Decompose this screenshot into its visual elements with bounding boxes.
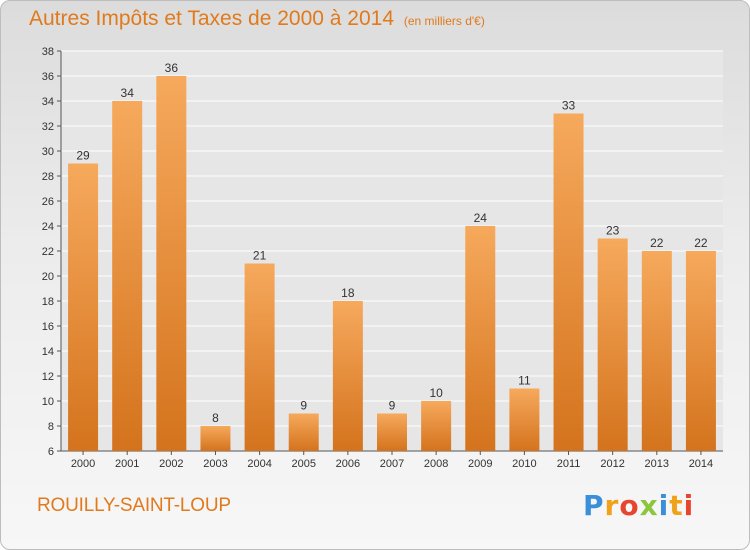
- y-tick-label: 12: [42, 371, 54, 383]
- x-tick-label: 2014: [689, 458, 713, 470]
- x-tick-label: 2009: [468, 458, 492, 470]
- x-tick-label: 2013: [645, 458, 669, 470]
- data-label: 9: [300, 399, 307, 413]
- x-tick-label: 2008: [424, 458, 448, 470]
- x-tick-label: 2004: [247, 458, 271, 470]
- x-tick-label: 2011: [557, 458, 581, 470]
- bar: [421, 401, 452, 451]
- y-tick-label: 24: [42, 221, 54, 233]
- data-label: 22: [694, 236, 708, 250]
- y-tick-label: 26: [42, 196, 54, 208]
- y-tick-label: 22: [42, 246, 54, 258]
- y-tick-label: 36: [42, 71, 54, 83]
- chart-title: Autres Impôts et Taxes de 2000 à 2014 (e…: [29, 7, 485, 31]
- y-tick-label: 18: [42, 296, 54, 308]
- data-label: 11: [518, 374, 531, 388]
- data-label: 24: [474, 211, 488, 225]
- data-label: 29: [76, 149, 90, 163]
- x-tick-label: 2005: [291, 458, 315, 470]
- bar: [200, 426, 231, 451]
- data-label: 22: [650, 236, 664, 250]
- bar: [509, 388, 540, 451]
- y-tick-label: 14: [42, 346, 54, 358]
- bar: [68, 163, 99, 451]
- data-label: 21: [253, 249, 267, 263]
- y-tick-label: 32: [42, 121, 54, 133]
- y-tick-label: 10: [42, 396, 54, 408]
- y-tick-label: 38: [42, 46, 54, 58]
- bar: [156, 76, 187, 451]
- y-tick-label: 28: [42, 171, 54, 183]
- data-label: 10: [429, 386, 443, 400]
- data-label: 23: [606, 224, 620, 238]
- bar: [244, 263, 275, 451]
- bar: [465, 226, 496, 451]
- bar: [377, 413, 407, 451]
- bar: [112, 101, 143, 451]
- y-tick-label: 6: [48, 446, 54, 458]
- bar: [641, 251, 672, 451]
- bar: [288, 413, 319, 451]
- commune-name: ROUILLY-SAINT-LOUP: [37, 495, 231, 516]
- data-label: 34: [121, 86, 135, 100]
- data-label: 8: [212, 411, 219, 425]
- bar: [685, 251, 716, 451]
- y-tick-label: 34: [42, 96, 54, 108]
- bar: [553, 113, 584, 451]
- y-tick-label: 16: [42, 321, 54, 333]
- bar: [332, 301, 363, 451]
- x-tick-label: 2006: [336, 458, 360, 470]
- y-tick-label: 8: [48, 421, 54, 433]
- x-tick-label: 2012: [600, 458, 624, 470]
- x-tick-label: 2003: [203, 458, 227, 470]
- data-label: 33: [562, 99, 576, 113]
- bar: [597, 238, 628, 451]
- x-tick-label: 2002: [159, 458, 183, 470]
- chart-title-text: Autres Impôts et Taxes de 2000 à 2014: [29, 7, 395, 30]
- chart-subtitle: (en milliers d'€): [403, 14, 485, 28]
- proxiti-logo: Proxiti: [583, 489, 695, 522]
- data-label: 36: [165, 61, 179, 75]
- x-tick-label: 2010: [512, 458, 536, 470]
- data-label: 9: [389, 399, 396, 413]
- data-label: 18: [341, 286, 355, 300]
- y-tick-label: 20: [42, 271, 54, 283]
- x-tick-label: 2001: [115, 458, 139, 470]
- y-tick-label: 30: [42, 146, 54, 158]
- x-tick-label: 2000: [71, 458, 95, 470]
- x-tick-label: 2007: [380, 458, 404, 470]
